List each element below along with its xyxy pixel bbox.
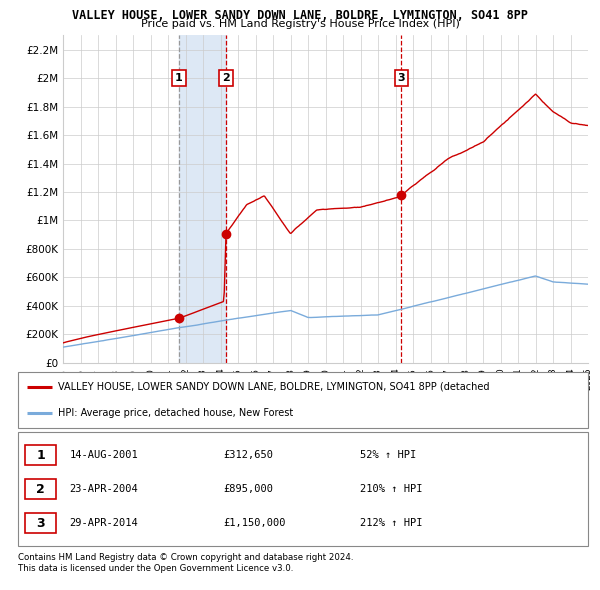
Text: 52% ↑ HPI: 52% ↑ HPI (360, 450, 416, 460)
FancyBboxPatch shape (25, 513, 56, 533)
Text: Contains HM Land Registry data © Crown copyright and database right 2024.: Contains HM Land Registry data © Crown c… (18, 553, 353, 562)
Text: 3: 3 (397, 73, 405, 83)
Text: £1,150,000: £1,150,000 (223, 518, 286, 528)
Text: 29-APR-2014: 29-APR-2014 (70, 518, 138, 528)
Text: 23-APR-2004: 23-APR-2004 (70, 484, 138, 494)
Text: VALLEY HOUSE, LOWER SANDY DOWN LANE, BOLDRE, LYMINGTON, SO41 8PP: VALLEY HOUSE, LOWER SANDY DOWN LANE, BOL… (72, 9, 528, 22)
Text: £312,650: £312,650 (223, 450, 273, 460)
Text: 212% ↑ HPI: 212% ↑ HPI (360, 518, 422, 528)
Text: 1: 1 (36, 448, 45, 461)
FancyBboxPatch shape (25, 479, 56, 499)
FancyBboxPatch shape (18, 372, 588, 428)
Text: Price paid vs. HM Land Registry's House Price Index (HPI): Price paid vs. HM Land Registry's House … (140, 19, 460, 30)
Text: HPI: Average price, detached house, New Forest: HPI: Average price, detached house, New … (58, 408, 293, 418)
FancyBboxPatch shape (25, 445, 56, 466)
Bar (179, 35, 226, 363)
Text: This data is licensed under the Open Government Licence v3.0.: This data is licensed under the Open Gov… (18, 565, 293, 573)
Text: VALLEY HOUSE, LOWER SANDY DOWN LANE, BOLDRE, LYMINGTON, SO41 8PP (detached: VALLEY HOUSE, LOWER SANDY DOWN LANE, BOL… (58, 382, 490, 392)
Text: 3: 3 (36, 517, 45, 530)
Text: 14-AUG-2001: 14-AUG-2001 (70, 450, 138, 460)
FancyBboxPatch shape (18, 432, 588, 546)
Text: £895,000: £895,000 (223, 484, 273, 494)
Text: 210% ↑ HPI: 210% ↑ HPI (360, 484, 422, 494)
Text: 2: 2 (222, 73, 230, 83)
Text: 1: 1 (175, 73, 183, 83)
Text: 2: 2 (36, 483, 45, 496)
